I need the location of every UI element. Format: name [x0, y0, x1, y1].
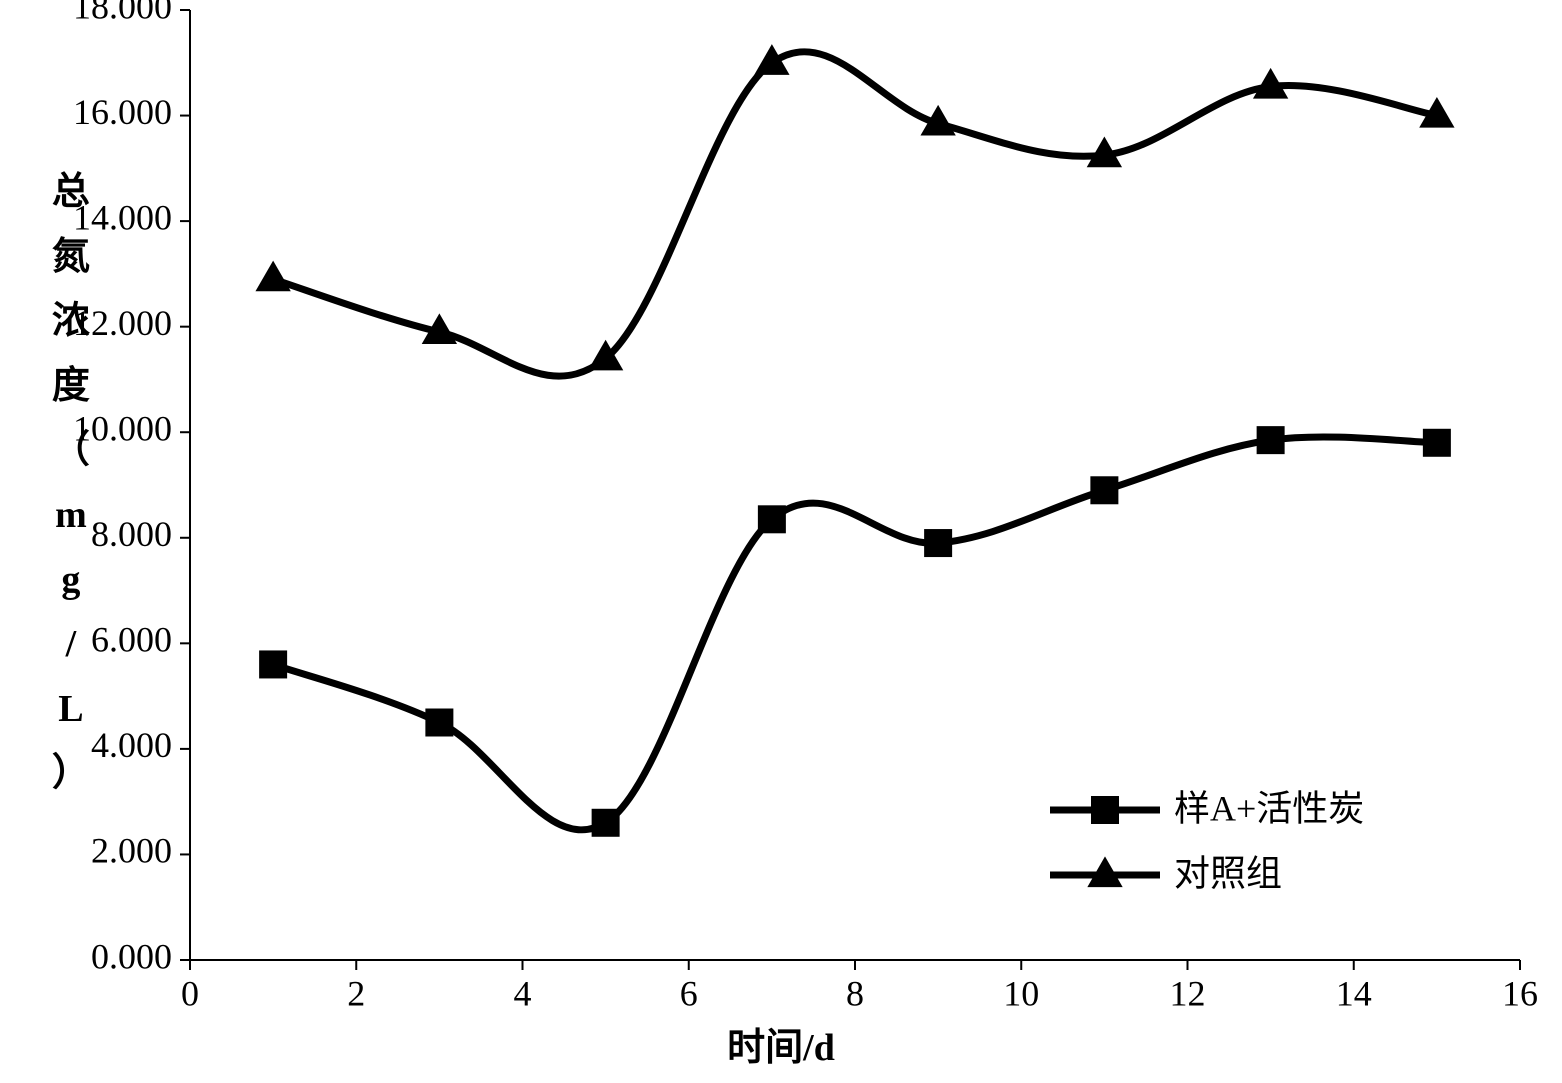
y-axis-title: 总氮浓度（ mg/L ） [50, 160, 92, 806]
y-tick-label: 2.000 [91, 831, 172, 871]
y-tick-label: 16.000 [73, 92, 172, 132]
y-tick-label: 6.000 [91, 620, 172, 660]
x-tick-label: 0 [181, 974, 199, 1014]
x-tick-label: 8 [846, 974, 864, 1014]
x-tick-label: 10 [1003, 974, 1039, 1014]
nitrogen-concentration-chart: 总氮浓度（ mg/L ） 0.0002.0004.0006.0008.00010.0… [0, 0, 1562, 1083]
legend-label-control_group: 对照组 [1174, 853, 1282, 893]
y-title-cjk-close: ） [52, 752, 90, 794]
legend: 样A+活性炭对照组 [1050, 788, 1364, 893]
legend-label-sample_a_activated_carbon: 样A+活性炭 [1174, 788, 1364, 828]
x-tick-label: 12 [1170, 974, 1206, 1014]
y-tick-label: 4.000 [91, 725, 172, 765]
series-control_group [255, 44, 1454, 376]
y-title-cjk: 总氮浓度（ [52, 171, 90, 471]
y-tick-label: 18.000 [73, 0, 172, 26]
x-axis-title: 时间/d [0, 1016, 1562, 1071]
y-tick-label: 0.000 [91, 936, 172, 976]
y-title-unit: mg/L [55, 494, 87, 730]
chart-canvas: 0.0002.0004.0006.0008.00010.00012.00014.… [0, 0, 1562, 1083]
series-sample_a_activated_carbon [259, 426, 1451, 837]
x-tick-label: 6 [680, 974, 698, 1014]
y-tick-label: 8.000 [91, 514, 172, 554]
x-tick-label: 14 [1336, 974, 1372, 1014]
x-tick-label: 16 [1502, 974, 1538, 1014]
x-tick-label: 2 [347, 974, 365, 1014]
x-tick-label: 4 [514, 974, 532, 1014]
